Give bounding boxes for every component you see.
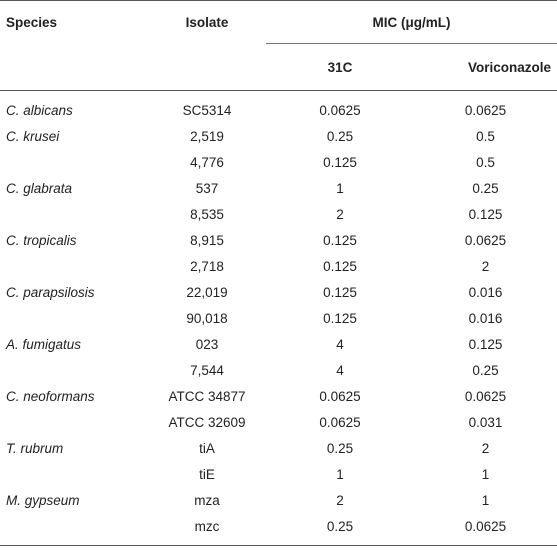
table-row: C. parapsilosis 22,019 0.125 0.016 [0,279,557,305]
isolate-cell: 8,915 [190,232,224,248]
table-row: 90,018 0.125 0.016 [0,305,557,331]
mic-31c-cell: 0.125 [323,258,357,274]
species-cell [0,357,148,383]
isolate-cell: ATCC 32609 [168,414,246,430]
mic-voriconazole-cell: 0.5 [476,154,495,170]
mic-voriconazole-cell: 0.125 [468,206,503,222]
mic-31c-cell: 0.0625 [319,102,361,118]
species-cell: C. tropicalis [6,232,77,248]
mic-31c-cell: 0.125 [323,284,357,300]
isolate-cell: mzc [148,513,266,546]
table-row: tiE 1 1 [0,461,557,487]
species-cell [0,513,148,546]
table-row: 4,776 0.125 0.5 [0,149,557,175]
mic-31c-cell: 0.25 [326,440,354,456]
mic-31c-cell: 2 [336,206,344,222]
table-row: C. krusei 2,519 0.25 0.5 [0,123,557,149]
mic-31c-cell: 1 [336,180,344,196]
header-blank-1 [0,44,148,91]
header-row-main: Species Isolate MIC (μg/mL) [0,0,557,44]
mic-voriconazole-cell: 0.0625 [464,388,507,404]
mic-31c-cell: 0.25 [266,513,414,546]
header-row-sub: 31C Voriconazole [0,44,557,91]
header-31c: 31C [327,59,353,75]
isolate-cell: 537 [195,180,219,196]
table-row: C. glabrata 537 1 0.25 [0,175,557,201]
mic-voriconazole-cell: 2 [481,440,490,456]
mic-voriconazole-cell: 0.016 [468,284,503,300]
mic-31c-cell: 0.125 [323,232,357,248]
species-cell [0,409,148,435]
species-cell: C. parapsilosis [6,284,95,300]
species-cell: C. krusei [6,128,60,144]
mic-31c-cell: 4 [336,362,344,378]
species-cell [0,149,148,175]
isolate-cell: 023 [195,336,219,352]
table-row: mzc 0.25 0.0625 [0,513,557,546]
header-voriconazole: Voriconazole [467,59,551,75]
table-row: C. neoformans ATCC 34877 0.0625 0.0625 [0,383,557,409]
mic-voriconazole-cell: 0.0625 [414,513,557,546]
mic-voriconazole-cell: 0.25 [472,180,499,196]
header-mic-group: MIC (μg/mL) [266,0,557,44]
isolate-cell: 90,018 [186,310,228,326]
mic-voriconazole-cell: 0.25 [472,362,499,378]
mic-voriconazole-cell: 0.0625 [464,102,507,118]
species-cell: C. glabrata [6,180,73,196]
isolate-cell: 2,718 [190,258,224,274]
species-cell: C. albicans [6,102,73,118]
isolate-cell: 22,019 [186,284,228,300]
species-cell [0,461,148,487]
mic-31c-cell: 0.0625 [319,414,361,430]
mic-voriconazole-cell: 0.5 [476,128,495,144]
mic-voriconazole-cell: 0.031 [468,414,503,430]
species-cell [0,253,148,279]
mic-voriconazole-cell: 0.016 [468,310,503,326]
mic-31c-cell: 0.25 [326,128,354,144]
isolate-cell: 8,535 [190,206,224,222]
table-row: 7,544 4 0.25 [0,357,557,383]
table-row: C. tropicalis 8,915 0.125 0.0625 [0,227,557,253]
isolate-cell: 4,776 [190,154,224,170]
table-body: C. albicans SC5314 0.0625 0.0625 C. krusei 2,… [0,91,557,546]
table-row: 2,718 0.125 2 [0,253,557,279]
isolate-cell: tiE [199,466,215,482]
mic-31c-cell: 4 [336,336,344,352]
table-row: A. fumigatus 023 4 0.125 [0,331,557,357]
header-isolate: Isolate [185,14,229,30]
table-row: T. rubrum tiA 0.25 2 [0,435,557,461]
table-row: M. gypseum mza 2 1 [0,487,557,513]
isolate-cell: ATCC 34877 [168,388,246,404]
mic-31c-cell: 0.125 [323,310,357,326]
mic-31c-cell: 0.125 [323,154,357,170]
mic-voriconazole-cell: 2 [481,258,490,274]
table-row: ATCC 32609 0.0625 0.031 [0,409,557,435]
species-cell [0,201,148,227]
mic-voriconazole-cell: 1 [481,492,490,508]
header-species: Species [6,14,58,30]
species-cell: A. fumigatus [6,336,82,352]
mic-31c-cell: 1 [336,466,344,482]
mic-voriconazole-cell: 0.0625 [464,232,507,248]
mic-voriconazole-cell: 0.125 [468,336,503,352]
mic-voriconazole-cell: 1 [481,466,490,482]
isolate-cell: mza [194,492,220,508]
table-row: 8,535 2 0.125 [0,201,557,227]
isolate-cell: 2,519 [190,128,224,144]
mic-31c-cell: 0.0625 [319,388,361,404]
isolate-cell: SC5314 [182,102,232,118]
species-cell: C. neoformans [6,388,95,404]
isolate-cell: 7,544 [190,362,224,378]
isolate-cell: tiA [199,440,215,456]
species-cell [0,305,148,331]
species-cell: M. gypseum [6,492,80,508]
table-row: C. albicans SC5314 0.0625 0.0625 [0,91,557,124]
mic-31c-cell: 2 [336,492,344,508]
header-blank-2 [148,44,266,91]
species-cell: T. rubrum [6,440,64,456]
